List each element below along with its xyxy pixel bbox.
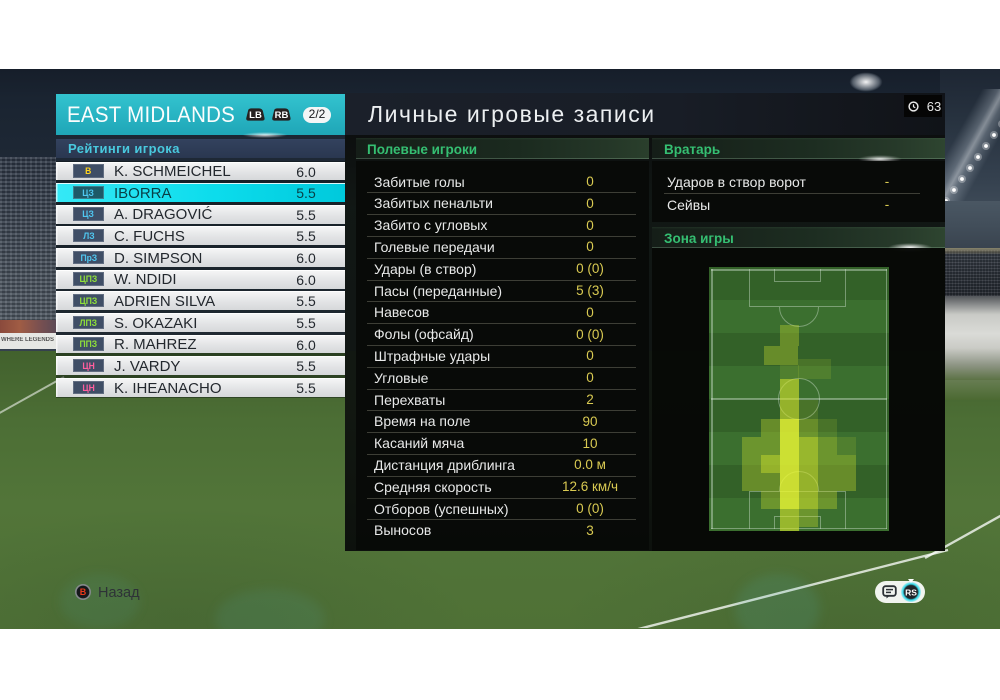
svg-text:LB: LB (249, 110, 262, 121)
svg-text:RB: RB (275, 110, 289, 121)
svg-text:RS: RS (905, 588, 917, 598)
svg-text:B: B (80, 587, 87, 597)
